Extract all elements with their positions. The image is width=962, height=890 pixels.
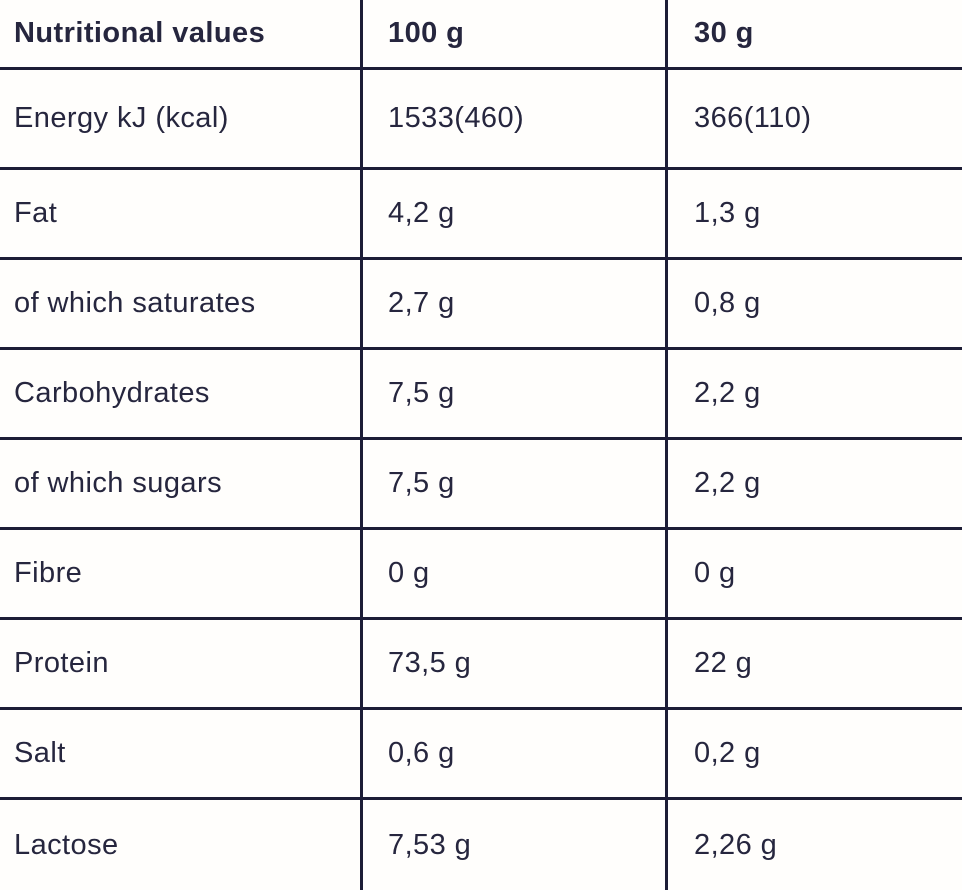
header-per-30g: 30 g <box>668 0 962 70</box>
row-value-per-30g: 366(110) <box>668 70 962 170</box>
row-value-per-30g: 1,3 g <box>668 170 962 260</box>
row-value-per-30g: 0 g <box>668 530 962 620</box>
row-value-per-100g: 1533(460) <box>363 70 668 170</box>
row-label: Lactose <box>0 800 363 890</box>
table-row: of which saturates 2,7 g 0,8 g <box>0 260 962 350</box>
row-label: Protein <box>0 620 363 710</box>
row-label: Carbohydrates <box>0 350 363 440</box>
row-value-per-30g: 0,2 g <box>668 710 962 800</box>
row-value-per-100g: 4,2 g <box>363 170 668 260</box>
row-value-per-100g: 73,5 g <box>363 620 668 710</box>
row-label: Fibre <box>0 530 363 620</box>
row-value-per-30g: 22 g <box>668 620 962 710</box>
table-row: Carbohydrates 7,5 g 2,2 g <box>0 350 962 440</box>
table-row: Lactose 7,53 g 2,26 g <box>0 800 962 890</box>
header-nutritional-values: Nutritional values <box>0 0 363 70</box>
row-value-per-100g: 2,7 g <box>363 260 668 350</box>
table-row: Energy kJ (kcal) 1533(460) 366(110) <box>0 70 962 170</box>
row-value-per-100g: 0,6 g <box>363 710 668 800</box>
table-row: Fibre 0 g 0 g <box>0 530 962 620</box>
header-per-100g: 100 g <box>363 0 668 70</box>
row-value-per-100g: 7,5 g <box>363 350 668 440</box>
table-row: Protein 73,5 g 22 g <box>0 620 962 710</box>
table-row: Salt 0,6 g 0,2 g <box>0 710 962 800</box>
row-label: of which saturates <box>0 260 363 350</box>
row-label: Energy kJ (kcal) <box>0 70 363 170</box>
row-label: Fat <box>0 170 363 260</box>
row-value-per-100g: 7,5 g <box>363 440 668 530</box>
row-value-per-100g: 0 g <box>363 530 668 620</box>
table-header-row: Nutritional values 100 g 30 g <box>0 0 962 70</box>
row-value-per-30g: 0,8 g <box>668 260 962 350</box>
table-row: Fat 4,2 g 1,3 g <box>0 170 962 260</box>
table-row: of which sugars 7,5 g 2,2 g <box>0 440 962 530</box>
table-body: Energy kJ (kcal) 1533(460) 366(110) Fat … <box>0 70 962 890</box>
row-value-per-30g: 2,2 g <box>668 350 962 440</box>
row-label: of which sugars <box>0 440 363 530</box>
row-value-per-100g: 7,53 g <box>363 800 668 890</box>
row-label: Salt <box>0 710 363 800</box>
row-value-per-30g: 2,2 g <box>668 440 962 530</box>
row-value-per-30g: 2,26 g <box>694 828 778 861</box>
